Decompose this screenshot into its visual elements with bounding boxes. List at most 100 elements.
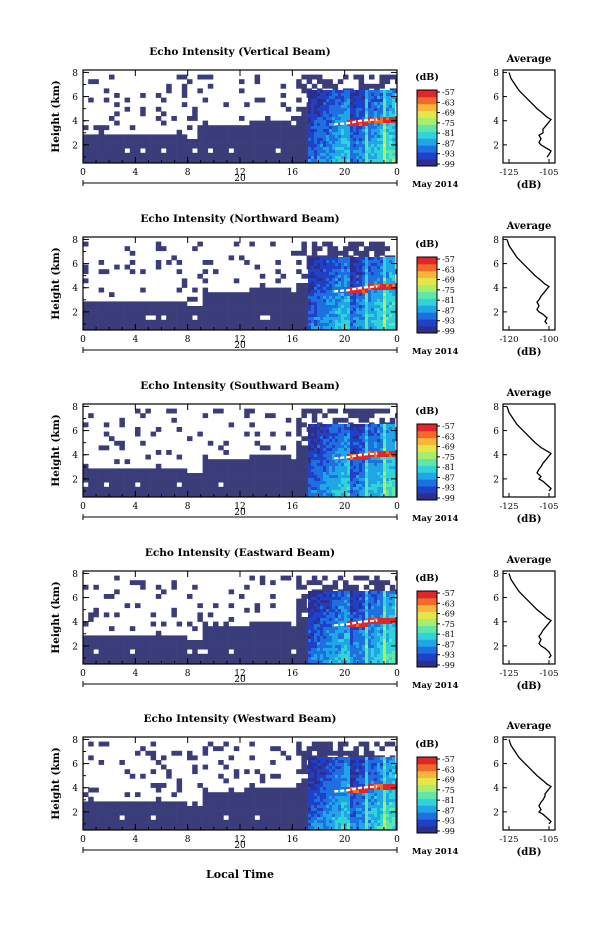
colorbar-tick-label: -81 xyxy=(442,796,455,805)
colorbar-frame xyxy=(416,423,438,501)
y-tick-label: 4 xyxy=(72,284,78,294)
x-tick-label: 0 xyxy=(80,835,86,845)
colorbar-segment xyxy=(417,625,437,633)
colorbar-tick-label: -75 xyxy=(442,453,455,462)
average-y-tick-label: 4 xyxy=(493,284,499,294)
colorbar-tick-label: -69 xyxy=(442,443,455,452)
average-y-tick-label: 4 xyxy=(493,618,499,628)
colorbar-tick-label: -81 xyxy=(442,296,455,305)
colorbar-segment xyxy=(417,110,437,119)
colorbar-segment xyxy=(417,472,437,480)
average-y-tick-label: 6 xyxy=(493,427,499,437)
colorbar-segment xyxy=(417,152,437,160)
colorbar-tick-label: -57 xyxy=(442,255,455,264)
colorbar-segment xyxy=(417,312,437,320)
x-tick-label: 20 xyxy=(339,669,351,679)
colorbar-tick-label: -75 xyxy=(442,286,455,295)
x-tick-label: 0 xyxy=(80,502,86,512)
average-x-tick-label: -100 xyxy=(539,335,558,345)
y-tick-label: 8 xyxy=(72,736,78,746)
y-tick-label: 8 xyxy=(72,69,78,79)
colorbar-segment xyxy=(417,770,437,779)
date-label: May 2014 xyxy=(412,681,459,691)
colorbar-segment xyxy=(417,805,437,813)
colorbar-segment xyxy=(417,284,437,292)
colorbar-unit: (dB) xyxy=(415,239,439,250)
colorbar-tick-label: -99 xyxy=(442,327,455,336)
average-y-tick-label: 4 xyxy=(493,117,499,127)
colorbar-tick-label: -99 xyxy=(442,494,455,503)
average-frame xyxy=(502,236,556,331)
y-axis-label: Height (km) xyxy=(50,414,62,486)
panel-title: Echo Intensity (Southward Beam) xyxy=(140,380,339,392)
colorbar-tick-label: -99 xyxy=(442,827,455,836)
colorbar-segment xyxy=(417,591,437,599)
date-label: May 2014 xyxy=(412,347,459,357)
colorbar-frame xyxy=(416,756,438,834)
colorbar-segment xyxy=(417,96,437,105)
colorbar-tick-label: -69 xyxy=(442,109,455,118)
colorbar-segment xyxy=(417,819,437,827)
colorbar-segment xyxy=(417,437,437,446)
colorbar-frame xyxy=(416,590,438,668)
colorbar-tick-label: -75 xyxy=(442,786,455,795)
y-axis-label: Height (km) xyxy=(50,80,62,152)
average-y-tick-label: 2 xyxy=(493,141,499,151)
x-tick-label: 4 xyxy=(132,502,138,512)
colorbar-tick-label: -57 xyxy=(442,88,455,97)
colorbar-tick-label: -63 xyxy=(442,265,455,274)
average-y-tick-label: 4 xyxy=(493,784,499,794)
panel-title: Echo Intensity (Westward Beam) xyxy=(143,713,336,725)
colorbar-segment xyxy=(417,763,437,772)
colorbar-segment xyxy=(417,257,437,265)
average-x-label: (dB) xyxy=(517,180,542,191)
x-tick-label: 8 xyxy=(185,835,191,845)
average-y-tick-label: 8 xyxy=(493,570,499,580)
average-y-tick-label: 2 xyxy=(493,308,499,318)
average-y-tick-label: 8 xyxy=(493,403,499,413)
date-label: May 2014 xyxy=(412,847,459,857)
y-tick-label: 2 xyxy=(72,808,78,818)
x-tick-label: 8 xyxy=(185,502,191,512)
average-x-tick-label: -120 xyxy=(499,335,518,345)
colorbar-tick-label: -87 xyxy=(442,473,455,482)
x-tick-label: 20 xyxy=(339,502,351,512)
chart-panel-3: Echo Intensity (Southward Beam) 2 4 6 8 Heigh… xyxy=(50,380,559,525)
x-tick-label: 0 xyxy=(80,168,86,178)
colorbar-segment xyxy=(417,326,437,334)
average-x-tick-label: -105 xyxy=(539,168,558,178)
colorbar-tick-label: -81 xyxy=(442,129,455,138)
y-tick-label: 6 xyxy=(72,260,78,270)
average-title: Average xyxy=(506,555,552,566)
date-label: May 2014 xyxy=(412,180,459,190)
x-tick-label: 0 xyxy=(80,669,86,679)
colorbar-segment xyxy=(417,117,437,125)
y-tick-label: 4 xyxy=(72,784,78,794)
colorbar-tick-label: -87 xyxy=(442,806,455,815)
average-x-label: (dB) xyxy=(517,347,542,358)
colorbar-tick-label: -63 xyxy=(442,98,455,107)
colorbar-segment xyxy=(417,90,437,98)
day-label: 20 xyxy=(234,341,246,351)
colorbar-segment xyxy=(417,646,437,654)
colorbar-segment xyxy=(417,131,437,139)
x-axis-title: Local Time xyxy=(206,868,274,881)
colorbar-segment xyxy=(417,305,437,313)
colorbar-segment xyxy=(417,798,437,806)
colorbar-segment xyxy=(417,465,437,473)
x-tick-label: 16 xyxy=(287,835,299,845)
colorbar-tick-label: -63 xyxy=(442,765,455,774)
x-tick-label: 8 xyxy=(185,168,191,178)
colorbar-unit: (dB) xyxy=(415,72,439,83)
colorbar-tick-label: -63 xyxy=(442,432,455,441)
average-x-tick-label: -125 xyxy=(499,502,518,512)
x-tick-label: 4 xyxy=(132,168,138,178)
y-tick-label: 8 xyxy=(72,403,78,413)
colorbar-tick-label: -75 xyxy=(442,119,455,128)
average-y-tick-label: 8 xyxy=(493,69,499,79)
colorbar-segment xyxy=(417,124,437,132)
average-profile-line xyxy=(506,406,552,492)
average-title: Average xyxy=(506,721,552,732)
x-tick-label: 20 xyxy=(339,168,351,178)
